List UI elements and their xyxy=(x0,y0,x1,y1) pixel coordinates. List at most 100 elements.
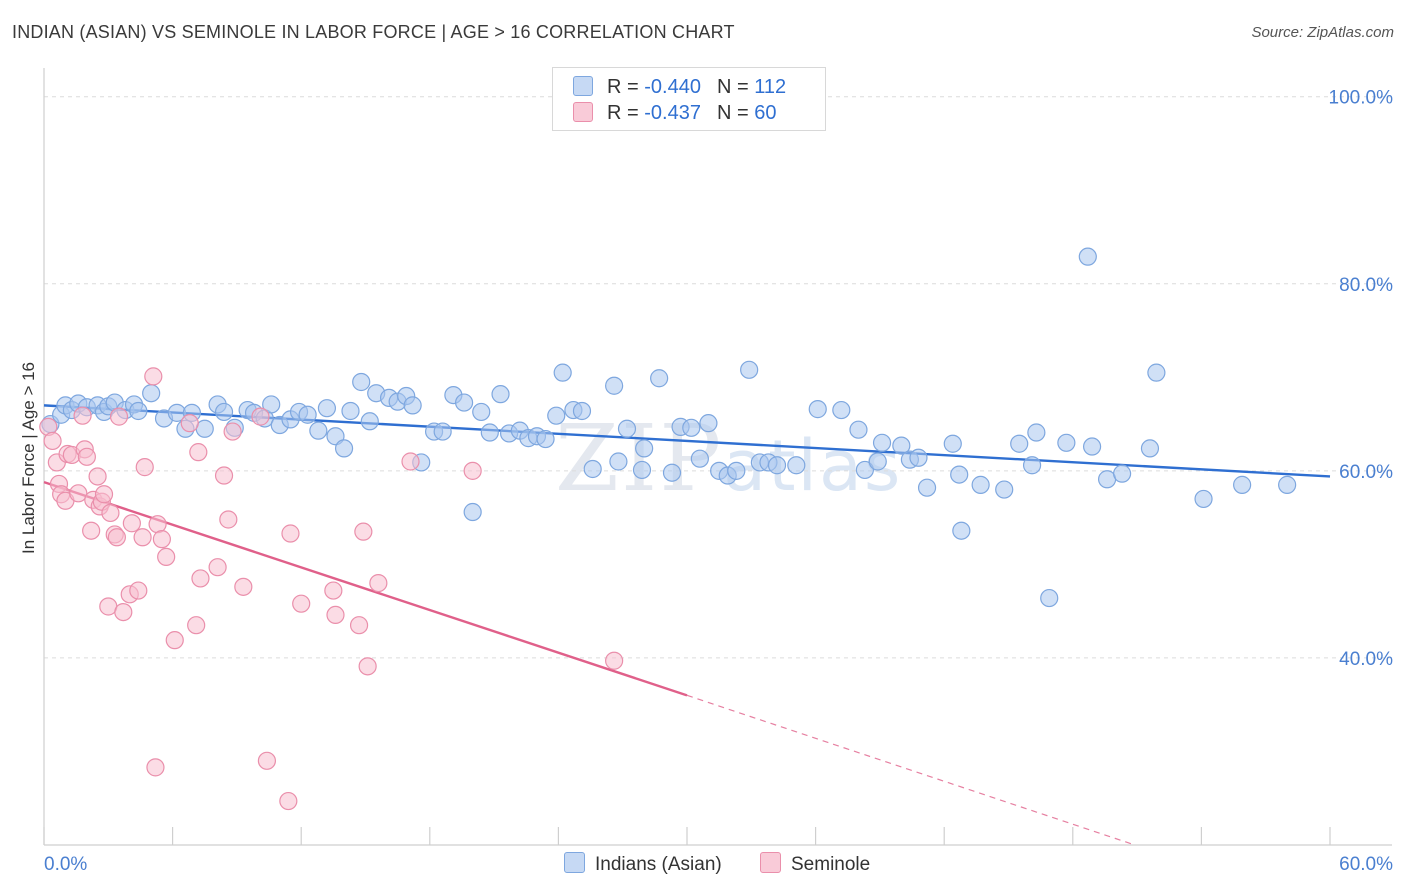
tick-labels: 40.0% 60.0% 80.0% 100.0% 0.0% 60.0% xyxy=(44,88,1393,875)
seminole-point xyxy=(157,547,176,567)
indians-point xyxy=(1140,439,1160,458)
legend-swatch-pink xyxy=(573,102,593,122)
indians-point xyxy=(690,449,709,468)
indians-point xyxy=(1278,475,1297,494)
seminole-point xyxy=(358,657,377,676)
seminole-point xyxy=(349,616,369,635)
seminole-point xyxy=(77,447,96,466)
legend-row-seminole: R = -0.437 N = 60 xyxy=(573,102,776,126)
series-legend-seminole: Seminole xyxy=(760,852,870,876)
y-tick-label: 40.0% xyxy=(1339,649,1393,670)
seminole-point xyxy=(133,528,152,547)
seminole-point xyxy=(369,573,388,593)
indians-point xyxy=(214,402,234,422)
indians-point xyxy=(472,402,491,422)
indians-point xyxy=(832,400,851,420)
indians-point xyxy=(727,461,746,480)
indians-point xyxy=(943,434,962,453)
y-tick-label: 80.0% xyxy=(1339,275,1393,296)
indians-point xyxy=(129,401,148,421)
source-label: Source: ZipAtlas.com xyxy=(1251,24,1394,41)
indians-trend-line xyxy=(43,404,1331,478)
indians-point xyxy=(892,436,911,455)
indians-point xyxy=(262,395,281,414)
stats-legend: R = -0.440 N = 112 R = -0.437 N = 60 xyxy=(552,67,826,131)
seminole-point xyxy=(401,452,420,471)
legend-r-label: R = xyxy=(607,76,639,98)
indians-point xyxy=(650,369,669,388)
indians-point xyxy=(662,463,682,482)
indians-point xyxy=(1147,363,1166,382)
seminole-point xyxy=(73,406,92,425)
seminole-point xyxy=(101,503,120,523)
legend-row-indians: R = -0.440 N = 112 xyxy=(573,76,786,100)
seminole-point xyxy=(257,751,277,770)
series-legend-label: Seminole xyxy=(791,854,871,875)
seminole-point xyxy=(109,407,129,426)
series-swatch-pink xyxy=(760,852,781,873)
legend-r-value: -0.437 xyxy=(644,102,701,124)
indians-point xyxy=(317,399,337,418)
indians-point xyxy=(868,452,887,471)
y-tick-label: 100.0% xyxy=(1329,88,1394,109)
indians-point xyxy=(572,401,592,421)
seminole-point xyxy=(223,422,242,441)
legend-swatch-blue xyxy=(573,76,593,96)
seminole-point xyxy=(165,631,184,650)
seminole-point xyxy=(69,484,88,503)
y-tick-label: 60.0% xyxy=(1339,462,1393,483)
indians-point xyxy=(952,521,971,540)
x-tick-label: 60.0% xyxy=(1339,854,1393,875)
series-legend-label: Indians (Asian) xyxy=(595,854,722,875)
indians-point xyxy=(1027,423,1046,442)
seminole-point xyxy=(88,467,107,486)
seminole-point xyxy=(292,594,311,613)
indians-point xyxy=(767,456,787,475)
indians-point xyxy=(1082,437,1102,456)
seminole-point xyxy=(146,758,165,777)
seminole-point xyxy=(324,581,343,600)
seminole-point xyxy=(279,791,298,811)
y-axis-title: In Labor Force | Age > 16 xyxy=(19,362,38,554)
seminole-point xyxy=(135,458,154,477)
seminole-point xyxy=(281,524,300,543)
legend-n-label: N = xyxy=(716,102,749,124)
indians-point xyxy=(491,385,510,404)
seminole-point xyxy=(114,602,133,622)
indians-point xyxy=(909,448,928,467)
seminole-point xyxy=(94,485,114,504)
indians-point xyxy=(635,439,654,458)
series-legend-indians: Indians (Asian) xyxy=(564,852,722,876)
indians-point xyxy=(403,396,422,415)
seminole-point xyxy=(354,522,373,541)
indians-point xyxy=(1040,588,1059,608)
seminole-point xyxy=(605,651,624,670)
indians-point xyxy=(740,360,759,379)
seminole-point xyxy=(251,407,270,426)
indians-point xyxy=(1233,475,1252,494)
indians-point xyxy=(341,401,360,421)
seminole-trend-extension xyxy=(686,694,1136,846)
seminole-point xyxy=(189,443,208,462)
seminole-point xyxy=(144,367,163,386)
indians-point xyxy=(699,414,718,433)
legend-n-label: N = xyxy=(716,76,749,98)
legend-n-value: 112 xyxy=(754,76,787,98)
seminole-point xyxy=(107,528,126,547)
seminole-point xyxy=(148,515,167,534)
seminole-point xyxy=(463,461,482,480)
seminole-point xyxy=(122,514,141,533)
seminole-point xyxy=(208,558,227,577)
indians-point xyxy=(309,421,328,440)
indians-point xyxy=(1194,489,1213,509)
seminole-point xyxy=(219,510,238,529)
indians-point xyxy=(142,384,161,403)
seminole-point xyxy=(214,466,234,485)
seminole-point xyxy=(180,414,199,433)
indians-point xyxy=(971,475,990,494)
indians-point xyxy=(787,456,806,475)
x-tick-label: 0.0% xyxy=(44,854,87,875)
legend-n-value: 60 xyxy=(754,102,777,124)
indians-point xyxy=(617,419,637,438)
